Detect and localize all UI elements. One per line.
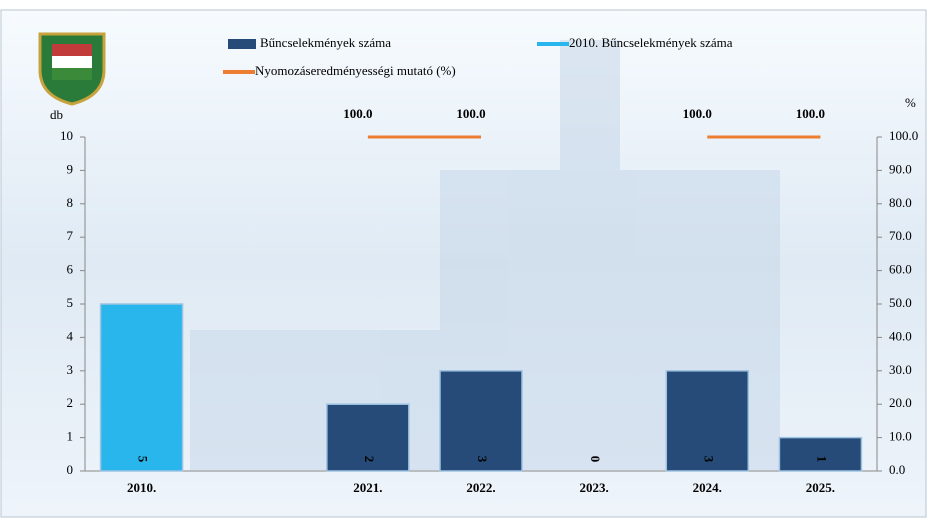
y-tick-label: 9 <box>67 161 74 176</box>
x-tick-label: 2024. <box>693 480 722 495</box>
bar-value-label: 1 <box>814 456 829 463</box>
y2-tick-label: 30.0 <box>889 362 912 377</box>
bar-value-label: 0 <box>588 456 603 463</box>
y2-tick-label: 0.0 <box>889 462 905 477</box>
y-tick-label: 5 <box>67 295 74 310</box>
y-tick-label: 6 <box>67 262 74 277</box>
y2-tick-label: 50.0 <box>889 295 912 310</box>
legend-label: Bűncselekmények száma <box>260 35 391 50</box>
y-axis-label: db <box>50 107 63 122</box>
y2-tick-label: 60.0 <box>889 262 912 277</box>
y2-axis-label: % <box>905 95 916 110</box>
y2-tick-label: 100.0 <box>889 128 918 143</box>
line-value-label: 100.0 <box>343 106 372 121</box>
x-tick-label: 2023. <box>580 480 609 495</box>
y2-tick-label: 10.0 <box>889 429 912 444</box>
y2-tick-label: 40.0 <box>889 328 912 343</box>
bar-value-label: 2 <box>362 456 377 463</box>
y2-tick-label: 20.0 <box>889 395 912 410</box>
y-tick-label: 3 <box>67 362 74 377</box>
y-tick-label: 8 <box>67 195 74 210</box>
police-logo <box>40 34 104 104</box>
line-value-label: 100.0 <box>796 106 825 121</box>
y-tick-label: 2 <box>67 395 74 410</box>
bar-value-label: 5 <box>136 456 151 463</box>
bar <box>779 438 861 471</box>
bar-value-label: 3 <box>701 456 716 463</box>
bar <box>101 304 183 471</box>
y2-tick-label: 90.0 <box>889 161 912 176</box>
line-value-label: 100.0 <box>683 106 712 121</box>
y2-tick-label: 80.0 <box>889 195 912 210</box>
x-tick-label: 2010. <box>127 480 156 495</box>
line-value-label: 100.0 <box>456 106 485 121</box>
bar-value-label: 3 <box>475 456 490 463</box>
legend-label: 2010. Bűncselekmények száma <box>569 35 733 50</box>
y2-tick-label: 70.0 <box>889 228 912 243</box>
x-tick-label: 2025. <box>806 480 835 495</box>
y-tick-label: 4 <box>67 328 74 343</box>
y-tick-label: 0 <box>67 462 74 477</box>
legend-swatch <box>228 39 256 49</box>
legend-label: Nyomozáseredményességi mutató (%) <box>255 63 456 78</box>
y-tick-label: 1 <box>67 429 74 444</box>
x-tick-label: 2021. <box>353 480 382 495</box>
y-tick-label: 7 <box>67 228 74 243</box>
chart: db % 0123456789100.010.020.030.040.050.0… <box>0 0 928 519</box>
x-tick-label: 2022. <box>466 480 495 495</box>
y-tick-label: 10 <box>60 128 73 143</box>
